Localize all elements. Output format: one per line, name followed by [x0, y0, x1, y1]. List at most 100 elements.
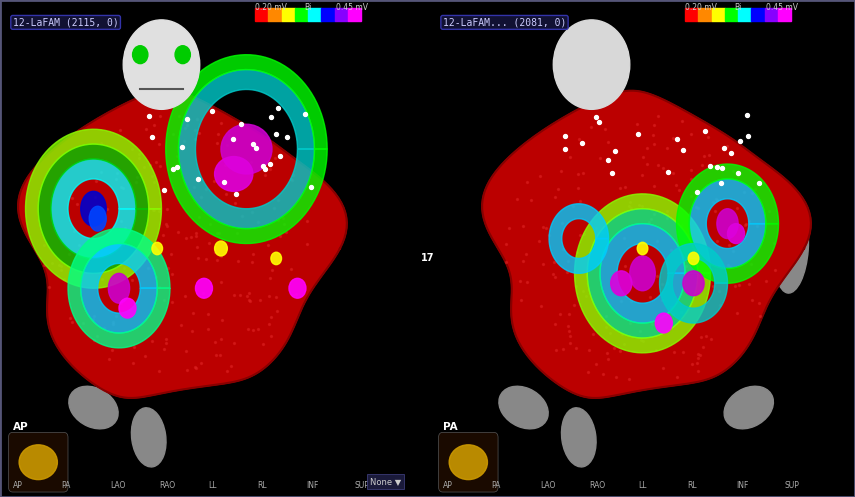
- Point: [575, 140, 589, 148]
- Point: [633, 327, 646, 335]
- Point: [569, 248, 583, 256]
- Point: [554, 167, 568, 175]
- Point: [576, 287, 590, 295]
- Ellipse shape: [655, 313, 672, 333]
- Point: [177, 137, 191, 145]
- Point: [209, 139, 223, 147]
- Point: [582, 346, 596, 354]
- Point: [592, 118, 605, 126]
- Point: [94, 140, 108, 148]
- Point: [211, 130, 225, 138]
- Point: [106, 320, 120, 328]
- Point: [152, 283, 166, 291]
- Point: [174, 321, 188, 329]
- Text: PA: PA: [62, 481, 71, 490]
- Point: [271, 216, 285, 224]
- Polygon shape: [18, 91, 347, 398]
- Text: INF: INF: [306, 481, 318, 490]
- Point: [219, 190, 233, 198]
- Point: [152, 207, 166, 215]
- Point: [227, 135, 240, 143]
- Point: [752, 179, 766, 187]
- Point: [723, 263, 737, 271]
- Point: [224, 362, 238, 370]
- Point: [706, 198, 720, 206]
- Point: [118, 224, 132, 232]
- Point: [635, 171, 649, 179]
- Point: [730, 204, 744, 212]
- Point: [647, 182, 661, 190]
- Point: [171, 163, 185, 171]
- Point: [569, 282, 583, 290]
- Text: 0.45 mV: 0.45 mV: [765, 3, 798, 12]
- Point: [208, 248, 221, 255]
- Point: [233, 291, 246, 299]
- Point: [258, 171, 272, 179]
- Point: [646, 320, 659, 328]
- Point: [711, 163, 724, 171]
- Point: [581, 368, 595, 376]
- Point: [708, 207, 722, 215]
- Point: [254, 296, 268, 304]
- Point: [256, 340, 270, 348]
- Text: 0.20 mV: 0.20 mV: [685, 3, 716, 12]
- Polygon shape: [482, 91, 811, 398]
- Point: [153, 112, 167, 120]
- Point: [514, 296, 528, 304]
- Point: [38, 261, 51, 269]
- Point: [640, 144, 653, 152]
- Point: [548, 193, 562, 201]
- Polygon shape: [549, 204, 609, 273]
- Bar: [764, 8, 778, 21]
- Point: [759, 277, 773, 285]
- Point: [684, 175, 698, 183]
- Point: [222, 127, 236, 135]
- Point: [543, 231, 557, 239]
- Point: [263, 165, 277, 173]
- Point: [189, 229, 203, 237]
- Bar: [268, 8, 281, 21]
- Point: [731, 172, 745, 180]
- Text: AP: AP: [443, 481, 452, 490]
- Ellipse shape: [215, 157, 253, 191]
- Point: [661, 168, 675, 176]
- Ellipse shape: [215, 241, 227, 256]
- Point: [516, 222, 530, 230]
- Text: PA: PA: [443, 422, 457, 432]
- Point: [132, 154, 145, 162]
- Text: 0.20 mV: 0.20 mV: [255, 3, 286, 12]
- Point: [602, 156, 616, 164]
- Point: [655, 296, 669, 304]
- Point: [99, 157, 113, 165]
- Point: [666, 169, 680, 177]
- Point: [192, 253, 205, 261]
- Point: [573, 231, 587, 239]
- Point: [142, 245, 156, 253]
- Point: [726, 247, 740, 255]
- Point: [227, 199, 241, 207]
- Point: [521, 278, 534, 286]
- Text: PA: PA: [492, 481, 501, 490]
- Point: [203, 220, 216, 228]
- Polygon shape: [659, 244, 728, 323]
- Point: [590, 360, 604, 368]
- Point: [76, 320, 90, 328]
- Point: [593, 155, 607, 163]
- Polygon shape: [587, 209, 698, 338]
- Point: [86, 252, 99, 260]
- Point: [709, 195, 722, 203]
- Point: [213, 229, 227, 237]
- Point: [589, 113, 603, 121]
- Point: [264, 113, 278, 121]
- Point: [190, 115, 203, 123]
- Point: [179, 234, 192, 242]
- Bar: [699, 8, 711, 21]
- Point: [97, 324, 111, 332]
- Point: [109, 174, 123, 182]
- Point: [556, 219, 569, 227]
- Point: [563, 328, 576, 335]
- Ellipse shape: [152, 242, 162, 254]
- Point: [192, 213, 206, 221]
- Point: [739, 221, 752, 229]
- Point: [636, 253, 650, 261]
